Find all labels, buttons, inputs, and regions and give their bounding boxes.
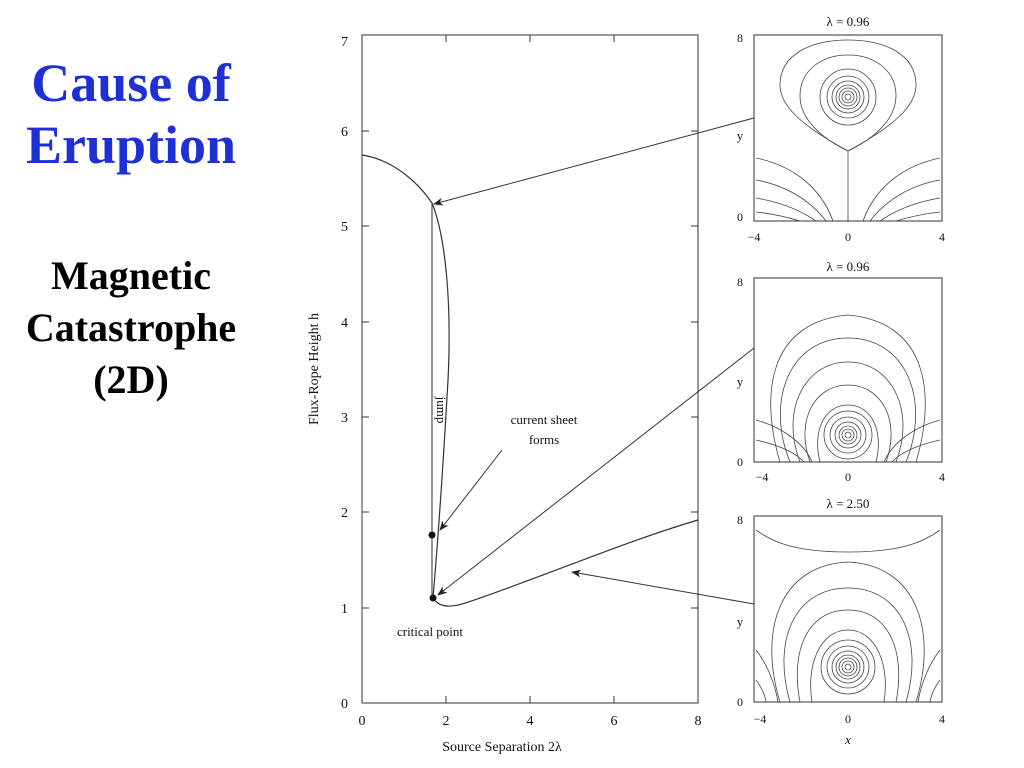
inset-y-top: 8 (737, 513, 743, 527)
inset-x-mid: 0 (845, 712, 851, 726)
arrow-inset-3 (571, 569, 755, 605)
slide-subtitle: Magnetic Catastrophe (2D) (0, 250, 262, 406)
subtitle-line-1: Magnetic (51, 253, 211, 298)
y-tick-label: 3 (341, 411, 348, 426)
current-sheet-arrow (439, 449, 503, 531)
main-plot: 0 1 2 3 4 5 6 7 0 2 4 6 8 Source Separat… (307, 34, 755, 755)
main-x-axis-label: Source Separation 2λ (442, 740, 562, 755)
inset-x-label: x (844, 732, 851, 747)
inset-x-right: 4 (939, 470, 945, 484)
y-tick-label: 7 (341, 35, 348, 50)
inset-y-label: y (737, 128, 744, 143)
inset-x-left: −4 (754, 712, 767, 726)
main-plot-ticks (362, 35, 698, 704)
inset-field-lines (755, 314, 941, 463)
current-sheet-label-2: forms (529, 432, 559, 447)
inset-field-lines (755, 39, 941, 222)
main-y-axis-label: Flux-Rope Height h (307, 313, 322, 425)
inset-field-lines (755, 529, 941, 703)
inset-frame (753, 277, 943, 463)
critical-point-label: critical point (397, 624, 463, 639)
inset-x-right: 4 (939, 712, 945, 726)
inset-title: λ = 0.96 (827, 14, 870, 29)
x-tick-label: 2 (443, 714, 450, 729)
main-x-tick-labels: 0 2 4 6 8 (359, 714, 702, 729)
inset-frame (753, 515, 943, 703)
main-plot-frame (361, 34, 699, 704)
inset-plot-3: λ = 2.50 8 y 0 −4 0 4 x (737, 496, 945, 747)
inset-x-right: 4 (939, 230, 945, 244)
x-tick-label: 8 (695, 714, 702, 729)
equilibrium-curve (361, 154, 699, 607)
arrow-inset-1 (433, 117, 755, 206)
slide-title: Cause of Eruption (0, 52, 262, 176)
critical-point-marker (429, 594, 437, 602)
inset-x-mid: 0 (845, 470, 851, 484)
title-line-1: Cause of (31, 53, 231, 113)
inset-y-bottom: 0 (737, 455, 743, 469)
x-tick-label: 6 (611, 714, 618, 729)
inset-plot-2: λ = 0.96 8 y 0 −4 0 4 (737, 259, 945, 484)
x-tick-label: 0 (359, 714, 366, 729)
inset-y-top: 8 (737, 31, 743, 45)
y-tick-label: 4 (341, 316, 348, 331)
arrow-inset-2 (437, 347, 755, 596)
x-tick-label: 4 (527, 714, 534, 729)
title-line-2: Eruption (25, 115, 237, 175)
current-sheet-label-1: current sheet (511, 412, 578, 427)
inset-y-bottom: 0 (737, 210, 743, 224)
inset-y-label: y (737, 614, 744, 629)
inset-x-left: −4 (756, 470, 769, 484)
y-tick-label: 1 (341, 602, 348, 617)
inset-x-left: −4 (748, 230, 761, 244)
inset-x-mid: 0 (845, 230, 851, 244)
jump-label: jump (434, 396, 449, 424)
subtitle-line-2: Catastrophe (25, 305, 237, 350)
y-tick-label: 5 (341, 220, 348, 235)
inset-y-label: y (737, 374, 744, 389)
inset-y-bottom: 0 (737, 695, 743, 709)
inset-y-top: 8 (737, 275, 743, 289)
y-tick-label: 2 (341, 506, 348, 521)
y-tick-label: 6 (341, 125, 348, 140)
subtitle-line-3: (2D) (93, 357, 169, 402)
inset-title: λ = 2.50 (827, 496, 870, 511)
current-sheet-point (428, 531, 436, 539)
inset-plot-1: λ = 0.96 8 y 0 −4 0 4 (737, 14, 945, 244)
main-y-tick-labels: 0 1 2 3 4 5 6 7 (341, 35, 348, 712)
inset-title: λ = 0.96 (827, 259, 870, 274)
y-tick-label: 0 (341, 697, 348, 712)
